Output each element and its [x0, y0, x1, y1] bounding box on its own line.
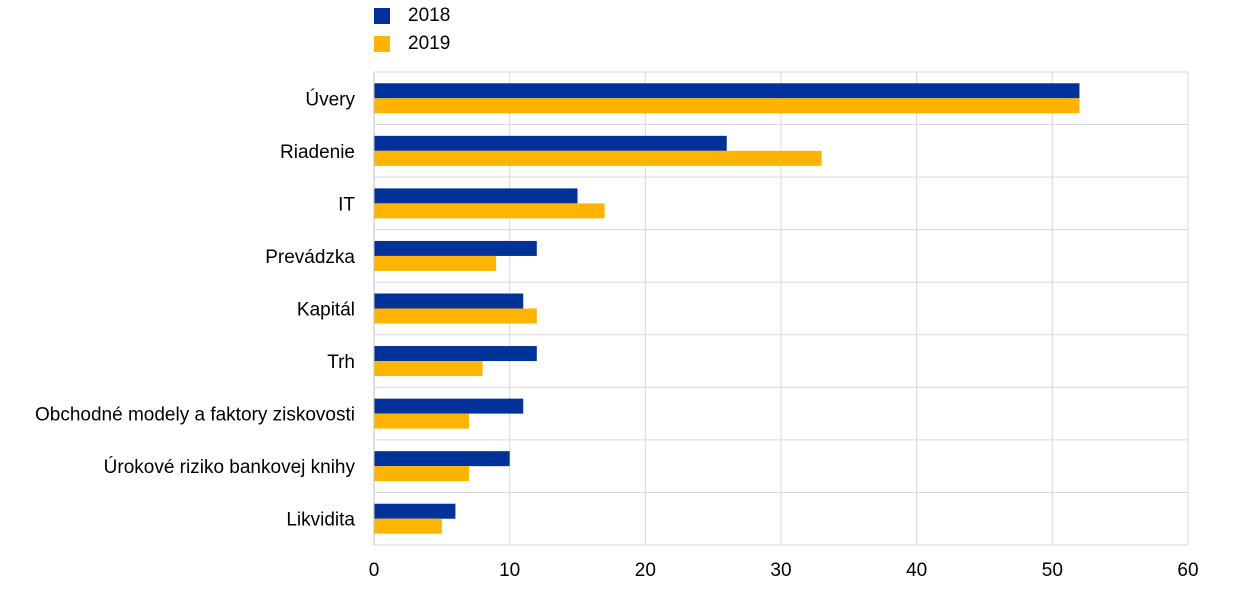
category-label: Likvidita — [286, 510, 355, 531]
x-tick-label: 60 — [1177, 560, 1198, 581]
bar-2018 — [374, 293, 524, 309]
category-label: Úvery — [305, 88, 355, 110]
bar-2018 — [374, 451, 510, 467]
bar-2018 — [374, 188, 578, 204]
bar-2019 — [374, 203, 605, 219]
legend-label-2018: 2018 — [408, 5, 451, 26]
bar-2019 — [374, 413, 469, 429]
x-tick-label: 50 — [1042, 560, 1063, 581]
category-label: Kapitál — [297, 300, 355, 321]
category-label: Riadenie — [280, 142, 355, 163]
x-tick-label: 0 — [369, 560, 380, 581]
bar-2019 — [374, 150, 822, 166]
legend-swatch-2018 — [374, 8, 390, 24]
x-tick-label: 20 — [635, 560, 656, 581]
category-label: Prevádzka — [265, 247, 355, 268]
legend: 2018 2019 — [374, 2, 450, 58]
legend-label-2019: 2019 — [408, 33, 451, 54]
category-label: IT — [338, 194, 355, 215]
bar-2019 — [374, 308, 537, 324]
legend-item-2019: 2019 — [374, 30, 450, 58]
bar-2018 — [374, 135, 727, 151]
category-label: Úrokové riziko bankovej knihy — [104, 456, 356, 478]
bar-2018 — [374, 346, 537, 362]
legend-item-2018: 2018 — [374, 2, 450, 30]
bar-2019 — [374, 98, 1080, 114]
category-label: Trh — [327, 352, 355, 373]
bar-2018 — [374, 83, 1080, 99]
bar-2018 — [374, 398, 524, 414]
bar-2019 — [374, 361, 483, 377]
x-tick-label: 40 — [906, 560, 927, 581]
category-label: Obchodné modely a faktory ziskovosti — [35, 405, 355, 426]
bar-2019 — [374, 255, 497, 271]
bar-2018 — [374, 240, 537, 256]
bar-2018 — [374, 503, 456, 519]
bar-2019 — [374, 466, 469, 482]
legend-swatch-2019 — [374, 36, 390, 52]
bar-2019 — [374, 518, 442, 534]
x-tick-label: 10 — [499, 560, 520, 581]
x-tick-label: 30 — [770, 560, 791, 581]
